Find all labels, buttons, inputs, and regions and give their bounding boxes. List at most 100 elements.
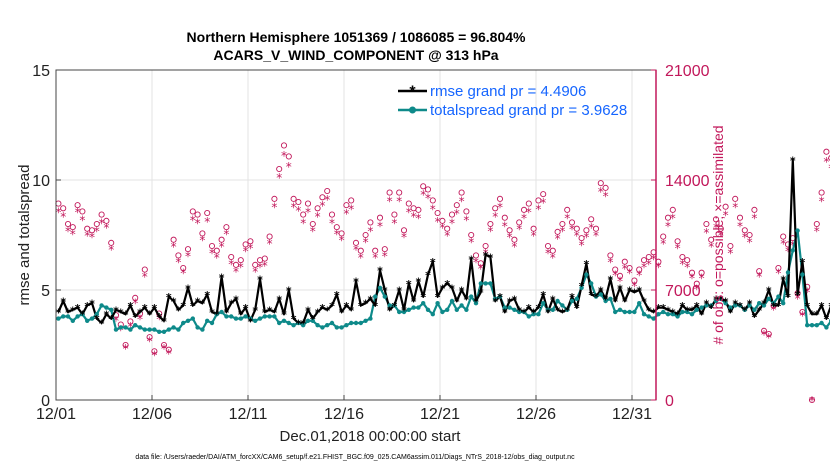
rmse-point: * — [478, 287, 484, 300]
obs-assimilated-point: * — [281, 149, 287, 163]
obs-possible-point — [324, 187, 331, 195]
totalspread-point — [536, 312, 541, 317]
rmse-point: * — [464, 293, 470, 306]
rmse-point: * — [320, 302, 326, 315]
obs-possible-point — [660, 233, 667, 240]
obs-possible-point — [290, 195, 297, 202]
totalspread-point — [70, 318, 76, 323]
rmse-point: * — [459, 285, 465, 298]
obs-possible-point — [501, 214, 508, 221]
obs-assimilated-point: * — [516, 223, 522, 237]
rmse-point: * — [387, 304, 393, 317]
y-tick-label: 5 — [41, 283, 50, 300]
rmse-point: * — [454, 296, 460, 309]
totalspread-point — [339, 325, 344, 330]
obs-assimilated-point: * — [545, 246, 551, 260]
obs-possible-point — [607, 252, 614, 259]
rmse-point: * — [766, 285, 772, 298]
rmse-point: * — [262, 307, 268, 320]
totalspread-point — [565, 307, 570, 312]
rmse-point: * — [161, 315, 167, 328]
totalspread-point — [257, 316, 263, 321]
rmse-point: * — [252, 304, 258, 317]
totalspread-point — [166, 327, 171, 332]
rmse-point: * — [228, 298, 234, 311]
rmse-point: * — [406, 278, 412, 291]
rmse-point: * — [622, 296, 628, 309]
rmse-point: * — [824, 313, 830, 326]
rmse-point: * — [593, 291, 599, 304]
rmse-point: * — [588, 289, 594, 302]
x-tick-label: 12/31 — [612, 406, 652, 423]
totalspread-point — [584, 272, 589, 277]
rmse-point: * — [598, 285, 604, 298]
obs-possible-point — [684, 257, 691, 264]
totalspread-point — [521, 309, 527, 315]
rmse-point: * — [344, 300, 350, 313]
obs-assimilated-point: * — [151, 348, 157, 362]
rmse-point: * — [617, 282, 623, 295]
obs-possible-point — [271, 195, 278, 202]
totalspread-point — [440, 309, 445, 315]
totalspread-point — [200, 327, 205, 332]
obs-assimilated-point: * — [708, 240, 714, 254]
obs-assimilated-point: * — [785, 245, 791, 259]
x-axis-label: Dec.01,2018 00:00:00 start — [280, 428, 462, 445]
rmse-point: * — [80, 309, 86, 322]
obs-assimilated-point: * — [180, 267, 186, 281]
totalspread-point — [550, 307, 555, 312]
obs-assimilated-point: * — [228, 257, 234, 271]
obs-possible-point — [722, 203, 729, 210]
rmse-point: * — [521, 307, 527, 320]
rmse-point: * — [492, 296, 498, 309]
rmse-point: * — [444, 278, 450, 291]
rmse-point: * — [89, 298, 95, 311]
totalspread-point — [229, 314, 234, 319]
totalspread-point — [776, 294, 781, 299]
chart-subtitle: ACARS_V_WIND_COMPONENT @ 313 hPa — [213, 47, 498, 63]
obs-assimilated-point: * — [391, 216, 397, 230]
rmse-point: * — [776, 300, 782, 313]
obs-assimilated-point: * — [823, 155, 829, 169]
totalspread-point — [555, 298, 560, 304]
rmse-point: * — [296, 318, 302, 331]
totalspread-point — [641, 312, 647, 317]
obs-assimilated-point: * — [771, 303, 777, 317]
obs-assimilated-point: * — [252, 265, 258, 279]
obs-assimilated-point: * — [123, 342, 129, 356]
rmse-point: * — [65, 307, 71, 320]
obs-possible-point — [151, 348, 158, 355]
obs-assimilated-point: * — [137, 312, 143, 326]
totalspread-point — [358, 320, 363, 326]
rmse-point: * — [732, 298, 738, 311]
totalspread-point — [646, 314, 651, 319]
obs-assimilated-point: * — [142, 270, 148, 284]
rmse-point: * — [185, 282, 191, 295]
totalspread-point — [142, 327, 147, 332]
obs-possible-point — [626, 264, 633, 272]
totalspread-point — [233, 316, 239, 321]
obs-assimilated-point: * — [699, 271, 705, 285]
obs-assimilated-point: * — [358, 251, 364, 265]
obs-assimilated-point: * — [334, 227, 340, 241]
rmse-point: * — [204, 289, 210, 302]
rmse-point: * — [180, 300, 186, 313]
obs-assimilated-point: * — [305, 205, 311, 219]
rmse-point: * — [809, 309, 815, 322]
obs-assimilated-point: * — [646, 257, 652, 271]
y-axis-label: rmse and totalspread — [16, 165, 33, 306]
obs-assimilated-point: * — [593, 229, 599, 243]
rmse-point: * — [785, 291, 791, 304]
totalspread-point — [262, 314, 267, 319]
obs-assimilated-point: * — [430, 202, 436, 216]
obs-assimilated-point: * — [574, 229, 580, 243]
x-tick-label: 12/11 — [229, 406, 268, 423]
totalspread-point — [617, 307, 623, 312]
obs-assimilated-point: * — [372, 251, 378, 265]
rmse-point: * — [128, 300, 134, 313]
totalspread-point — [109, 307, 114, 312]
obs-possible-point — [391, 211, 398, 218]
obs-assimilated-point: * — [766, 331, 772, 345]
rmse-point: * — [430, 256, 436, 269]
rmse-point: * — [315, 307, 321, 320]
